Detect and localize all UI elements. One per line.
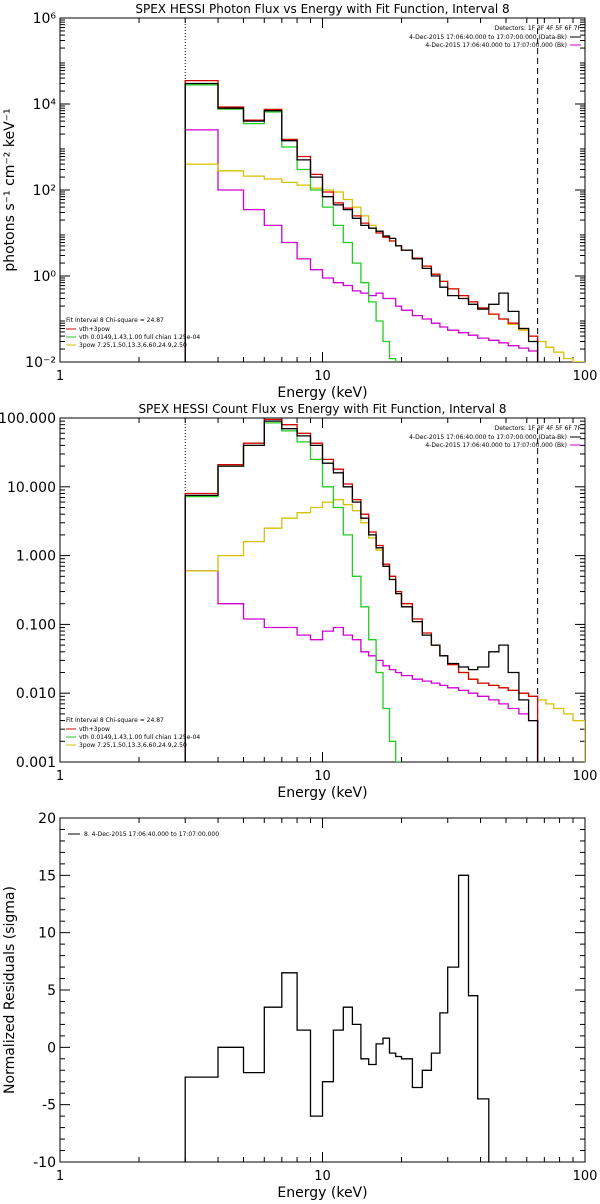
y-tick-label: 0.010 [16,686,56,702]
y-axis-label: photons s⁻¹ cm⁻² keV⁻¹ [2,108,18,271]
y-tick-label: 15 [38,868,56,884]
legend-left-entry: 3pow 7.25,1.50,13.3,6.60,24.9,2.50 [79,342,187,349]
chart-panel-2: SPEX HESSI Count Flux vs Energy with Fit… [0,402,597,801]
x-axis: 1 10 100 Energy (keV) [56,418,598,801]
legend-right-entry: 4-Dec-2015 17:06:40.000 to 17:07:00.000 … [425,42,567,49]
legend-right-entry: 4-Dec-2015 17:06:40.000 to 17:07:00.000 … [409,434,567,441]
x-tick-label: 1 [56,1169,64,1184]
x-axis-label: Energy (keV) [277,385,367,401]
series-residuals [184,874,490,1162]
y-tick-label: 0.001 [16,755,56,771]
x-tick-label: 100 [573,1169,598,1184]
legend-right-entry: 4-Dec-2015 17:06:40.000 to 17:07:00.000 … [425,442,567,449]
y-tick-label: 20 [38,811,56,827]
x-axis: 1 10 100 Energy (keV) [56,818,598,1201]
y-axis: -10 -5 0 5 10 15 20 Normalized Residuals (sigma… [2,811,585,1171]
plot-area [184,79,585,362]
y-tick-label: -10 [33,1155,56,1171]
y-tick-label: 100.000 [0,411,56,427]
chart-panel-1: SPEX HESSI Photon Flux vs Energy with Fi… [2,2,597,401]
legend-left-entry: vth 0.0149,1.43,1.00 full chian 1.25e-04 [79,334,200,341]
x-tick-label: 10 [314,369,331,384]
legend-left-entry: vth+3pow [79,326,110,333]
series-3pow [184,163,585,362]
y-tick-label: 10² [33,183,56,199]
legend-left-entry: vth 0.0149,1.43,1.00 full chian 1.25e-04 [79,734,200,741]
chart-panel-3: 1 10 100 Energy (keV) -10 -5 0 5 10 15 20 Normalize… [2,811,598,1201]
y-tick-label: 10.000 [7,480,56,496]
detectors-label: Detectors: 1F 3F 4F 5F 6F 7F [495,425,582,432]
x-axis-label: Energy (keV) [277,785,367,801]
x-axis-label: Energy (keV) [277,1185,367,1200]
y-axis-label: Normalized Residuals (sigma) [2,886,18,1094]
x-axis: 1 10 100 Energy (keV) [56,18,598,401]
legend-entry: 8. 4-Dec-2015 17:06:40.000 to 17:07:00.0… [84,831,219,838]
x-tick-label: 100 [573,769,598,784]
y-tick-label: 10⁶ [33,11,57,27]
series-data-bk [184,420,539,762]
y-axis: 10⁻² 10⁰ 10² 10⁴ 10⁶ photons s⁻¹ cm⁻² keV⁻¹ [2,11,585,371]
x-tick-label: 10 [314,769,331,784]
plot-area [184,874,490,1162]
y-tick-label: 10⁻² [25,355,56,371]
legend-left-title: Fit Interval 8 Chi-square = 24.87 [66,717,164,724]
series-3pow [184,499,585,762]
legend-left-entry: 3pow 7.25,1.50,13.3,6.60,24.9,2.50 [79,742,187,749]
y-tick-label: 10⁴ [33,97,57,113]
x-tick-label: 10 [314,1169,331,1184]
series-bk [184,570,539,762]
x-tick-label: 1 [56,769,64,784]
chart-title: SPEX HESSI Photon Flux vs Energy with Fi… [135,2,509,16]
legend-left-entry: vth+3pow [79,726,110,733]
y-tick-label: 10 [38,926,56,942]
y-tick-label: -5 [42,1098,56,1114]
y-tick-label: 1.000 [16,549,56,565]
series-vth-3pow [184,79,539,362]
y-tick-label: 0 [47,1040,56,1056]
y-tick-label: 0.100 [16,617,56,633]
series-data-bk [184,82,539,362]
series-vth-3pow [184,418,539,762]
legend-right-entry: 4-Dec-2015 17:06:40.000 to 17:07:00.000 … [409,34,567,41]
x-tick-label: 1 [56,369,64,384]
y-axis: 0.001 0.010 0.100 1.000 10.000 100.000 [0,411,585,771]
chart-title: SPEX HESSI Count Flux vs Energy with Fit… [138,402,506,416]
y-tick-label: 5 [47,983,56,999]
plot-area [184,418,585,762]
y-tick-label: 10⁰ [33,269,57,285]
legend-left-title: Fit Interval 8 Chi-square = 24.87 [66,317,164,324]
x-tick-label: 100 [573,369,598,384]
detectors-label: Detectors: 1F 3F 4F 5F 6F 7F [495,25,582,32]
series-bk [184,129,539,362]
